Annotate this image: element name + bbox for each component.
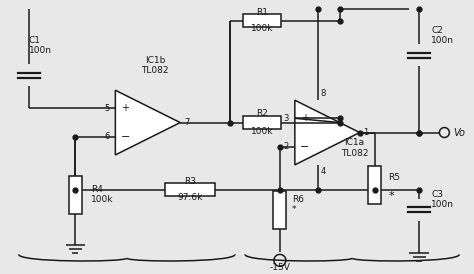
Text: 100k: 100k (251, 24, 273, 33)
Text: R2: R2 (256, 109, 268, 118)
Text: R5: R5 (389, 173, 401, 182)
Text: 8: 8 (320, 89, 326, 98)
Text: −: − (300, 142, 310, 152)
Text: 7: 7 (184, 118, 190, 127)
FancyBboxPatch shape (165, 183, 215, 196)
Text: C1
100n: C1 100n (28, 36, 52, 55)
Text: R4
100k: R4 100k (91, 185, 114, 204)
Text: -15V: -15V (269, 263, 290, 272)
FancyBboxPatch shape (243, 14, 281, 27)
FancyBboxPatch shape (273, 191, 286, 229)
Text: *: * (389, 191, 394, 201)
Text: 5: 5 (104, 104, 109, 113)
Text: R1: R1 (256, 8, 268, 17)
Text: +: + (121, 103, 129, 113)
Text: 100k: 100k (251, 127, 273, 136)
FancyBboxPatch shape (243, 116, 281, 129)
Text: R6
*: R6 * (292, 195, 304, 214)
Text: +: + (301, 113, 309, 123)
Text: 97.6k: 97.6k (177, 193, 203, 202)
Text: Vo: Vo (453, 127, 465, 138)
Text: 1: 1 (363, 128, 368, 137)
Text: 3: 3 (283, 114, 289, 123)
Polygon shape (295, 100, 360, 165)
Text: R3: R3 (184, 177, 196, 186)
Text: 4: 4 (320, 167, 326, 176)
Text: IC1a
TL082: IC1a TL082 (341, 138, 368, 158)
Text: 6: 6 (104, 132, 109, 141)
FancyBboxPatch shape (368, 166, 381, 204)
Polygon shape (115, 90, 180, 155)
Text: C3
100n: C3 100n (431, 190, 455, 209)
FancyBboxPatch shape (69, 176, 82, 214)
Text: 2: 2 (283, 142, 289, 151)
Text: C2
100n: C2 100n (431, 26, 455, 45)
Text: IC1b
TL082: IC1b TL082 (142, 56, 169, 75)
Text: −: − (121, 132, 130, 142)
